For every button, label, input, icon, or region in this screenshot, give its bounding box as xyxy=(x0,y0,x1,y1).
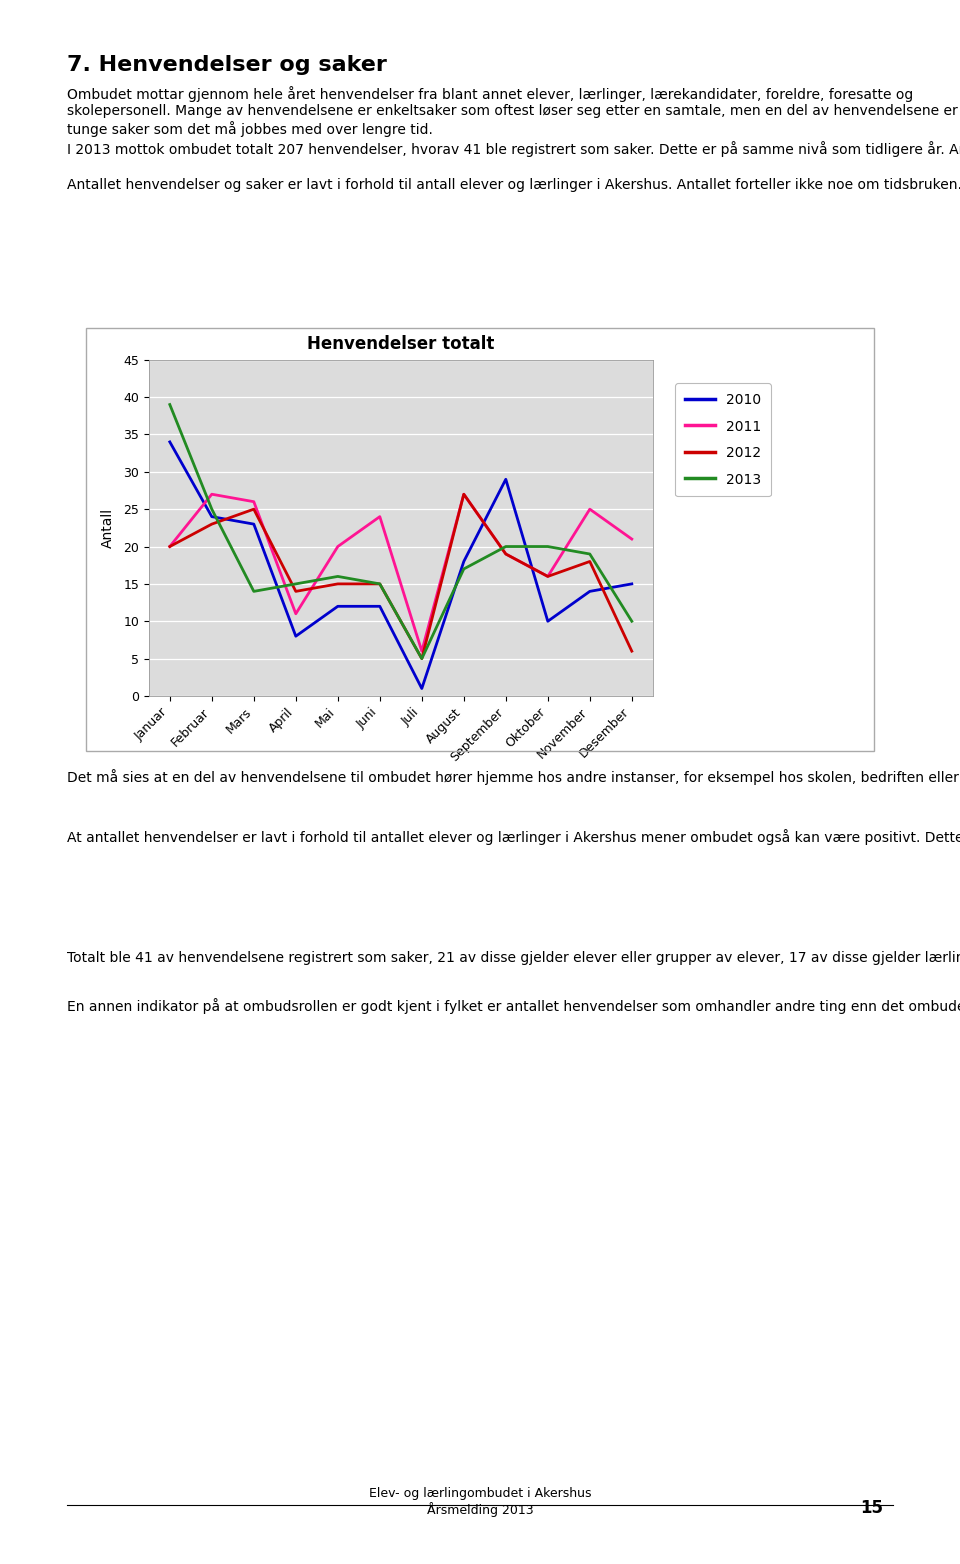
2013 xyxy=(248,582,259,601)
2010 xyxy=(626,574,637,593)
Line: 2013: 2013 xyxy=(170,405,632,658)
2013 xyxy=(332,568,344,586)
Y-axis label: Antall: Antall xyxy=(101,508,115,547)
2013 xyxy=(584,544,595,563)
2012 xyxy=(626,641,637,660)
Text: At antallet henvendelser er lavt i forhold til antallet elever og lærlinger i Ak: At antallet henvendelser er lavt i forho… xyxy=(67,829,960,845)
2010 xyxy=(500,469,512,488)
2013 xyxy=(542,536,554,555)
2013 xyxy=(458,560,469,579)
2010 xyxy=(458,552,469,571)
2012 xyxy=(248,500,259,519)
Text: Elev- og lærlingombudet i Akershus
Årsmelding 2013: Elev- og lærlingombudet i Akershus Årsme… xyxy=(369,1487,591,1517)
2013 xyxy=(206,500,218,519)
Line: 2012: 2012 xyxy=(170,494,632,658)
2013 xyxy=(290,574,301,593)
2011 xyxy=(374,507,386,526)
2013 xyxy=(374,574,386,593)
2012 xyxy=(458,485,469,504)
2013 xyxy=(626,612,637,630)
2010 xyxy=(248,515,259,533)
2010 xyxy=(584,582,595,601)
Legend: 2010, 2011, 2012, 2013: 2010, 2011, 2012, 2013 xyxy=(675,383,771,496)
2012 xyxy=(374,574,386,593)
2012 xyxy=(206,515,218,533)
2011 xyxy=(626,530,637,549)
2012 xyxy=(332,574,344,593)
2012 xyxy=(500,544,512,563)
2010 xyxy=(164,433,176,452)
2011 xyxy=(458,485,469,504)
2010 xyxy=(416,679,427,698)
2011 xyxy=(248,493,259,511)
Text: Antallet henvendelser og saker er lavt i forhold til antall elever og lærlinger : Antallet henvendelser og saker er lavt i… xyxy=(67,178,960,192)
2011 xyxy=(542,568,554,586)
2011 xyxy=(206,485,218,504)
2012 xyxy=(416,649,427,668)
2010 xyxy=(290,627,301,646)
Text: Totalt ble 41 av henvendelsene registrert som saker, 21 av disse gjelder elever : Totalt ble 41 av henvendelsene registrer… xyxy=(67,951,960,965)
2013 xyxy=(164,396,176,414)
2011 xyxy=(416,641,427,660)
2012 xyxy=(290,582,301,601)
Text: Ombudet mottar gjennom hele året henvendelser fra blant annet elever, lærlinger,: Ombudet mottar gjennom hele året henvend… xyxy=(67,86,958,136)
Text: I 2013 mottok ombudet totalt 207 henvendelser, hvorav 41 ble registrert som sake: I 2013 mottok ombudet totalt 207 henvend… xyxy=(67,141,960,156)
Title: Henvendelser totalt: Henvendelser totalt xyxy=(307,335,494,352)
2010 xyxy=(206,507,218,526)
2013 xyxy=(500,536,512,555)
Text: Det må sies at en del av henvendelsene til ombudet hører hjemme hos andre instan: Det må sies at en del av henvendelsene t… xyxy=(67,769,960,785)
2011 xyxy=(584,500,595,519)
2011 xyxy=(500,544,512,563)
Line: 2010: 2010 xyxy=(170,443,632,688)
Line: 2011: 2011 xyxy=(170,494,632,651)
2011 xyxy=(164,536,176,555)
Text: En annen indikator på at ombudsrollen er godt kjent i fylket er antallet henvend: En annen indikator på at ombudsrollen er… xyxy=(67,998,960,1013)
2010 xyxy=(332,597,344,616)
2013 xyxy=(416,649,427,668)
2011 xyxy=(332,536,344,555)
Text: 15: 15 xyxy=(860,1498,883,1517)
2012 xyxy=(584,552,595,571)
2012 xyxy=(542,568,554,586)
2012 xyxy=(164,536,176,555)
2010 xyxy=(542,612,554,630)
2011 xyxy=(290,604,301,622)
2010 xyxy=(374,597,386,616)
Text: 7. Henvendelser og saker: 7. Henvendelser og saker xyxy=(67,55,387,75)
